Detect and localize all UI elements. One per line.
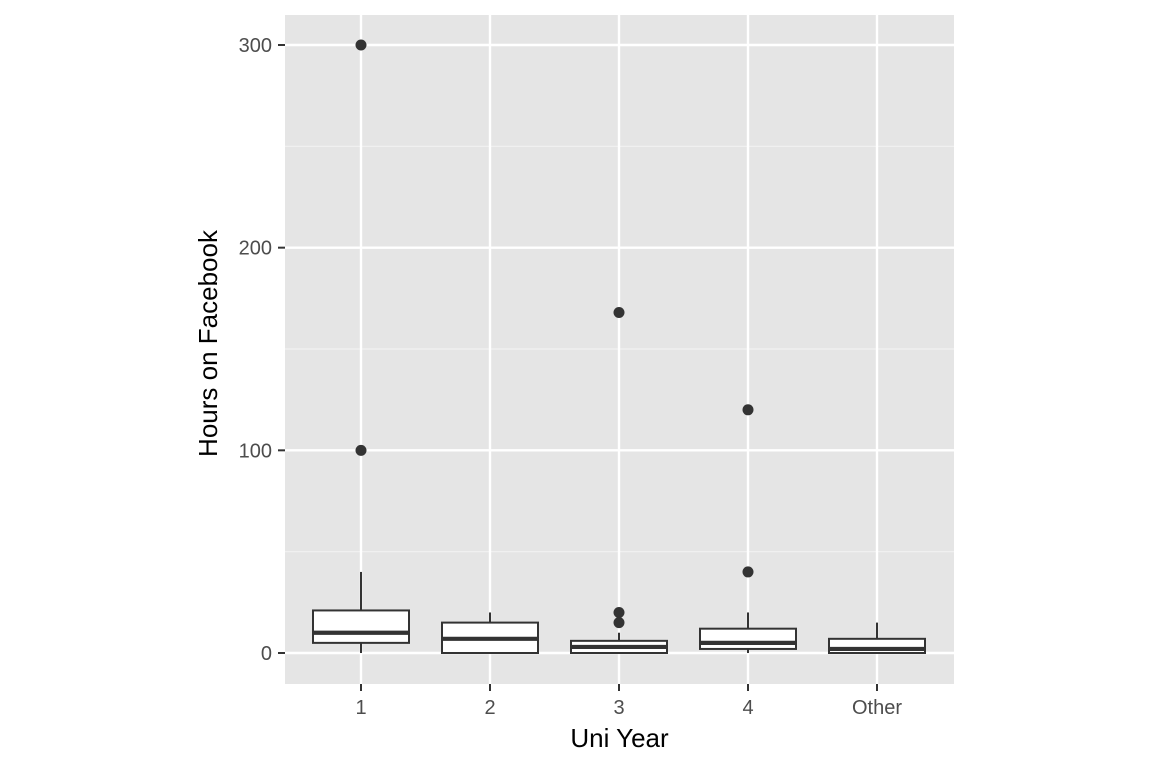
box-1 xyxy=(312,39,410,653)
outlier-point xyxy=(355,39,367,51)
axes: 0 100 200 300 1 2 3 4 Other xyxy=(239,35,903,719)
box-Other xyxy=(828,622,926,655)
x-tick-label: 2 xyxy=(484,697,495,719)
y-tick-label: 300 xyxy=(239,35,272,57)
outlier-point xyxy=(742,404,754,416)
x-tick-label: 1 xyxy=(355,697,366,719)
box-3 xyxy=(570,307,668,655)
box-rect xyxy=(699,627,797,650)
y-tick-label: 0 xyxy=(261,643,272,665)
y-tick-label: 200 xyxy=(239,238,272,260)
x-tick-label: 3 xyxy=(613,697,624,719)
y-axis-title: Hours on Facebook xyxy=(193,229,223,457)
outlier-point xyxy=(355,444,367,456)
outlier-point xyxy=(742,566,754,578)
x-tick-label: 4 xyxy=(742,697,753,719)
outlier-point xyxy=(613,617,625,629)
outlier-point xyxy=(613,307,625,319)
x-tick-label: Other xyxy=(852,697,902,719)
boxes xyxy=(312,39,926,655)
box-2 xyxy=(441,612,539,654)
y-tick-label: 100 xyxy=(239,440,272,462)
box-rect xyxy=(312,609,410,644)
x-axis-title: Uni Year xyxy=(570,723,669,753)
outlier-point xyxy=(613,606,625,618)
box-4 xyxy=(699,404,797,653)
